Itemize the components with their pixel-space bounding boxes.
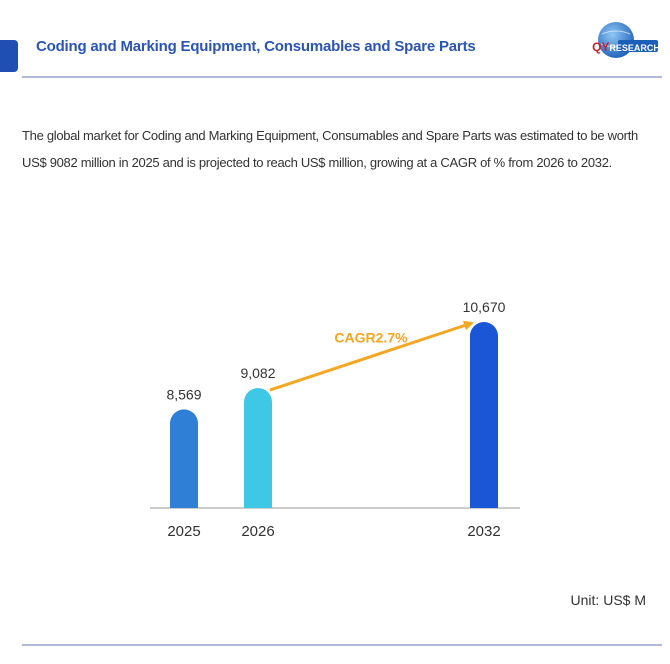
cagr-label: CAGR2.7% [334,330,408,346]
globe-icon [598,22,658,58]
x-tick-label-2032: 2032 [467,523,500,540]
header: Coding and Marking Equipment, Consumable… [0,0,670,82]
unit-label: Unit: US$ M [570,592,646,608]
bar-2025 [170,409,198,508]
qyresearch-logo: QYRESEARCH [592,10,660,70]
logo-wordmark: QYRESEARCH [592,40,660,54]
bar-2026 [244,388,272,508]
header-divider [22,76,662,78]
cagr-arrow [269,320,474,392]
value-label-2026: 9,082 [240,365,275,381]
x-tick-label-2025: 2025 [167,523,200,540]
bar-2032 [470,322,498,508]
footer-divider [22,644,662,646]
page-title: Coding and Marking Equipment, Consumable… [36,38,476,55]
header-accent-bar [0,40,18,72]
market-description: The global market for Coding and Marking… [22,128,638,170]
value-label-2032: 10,670 [463,299,506,315]
value-label-2025: 8,569 [166,386,201,402]
x-tick-label-2026: 2026 [241,523,274,540]
